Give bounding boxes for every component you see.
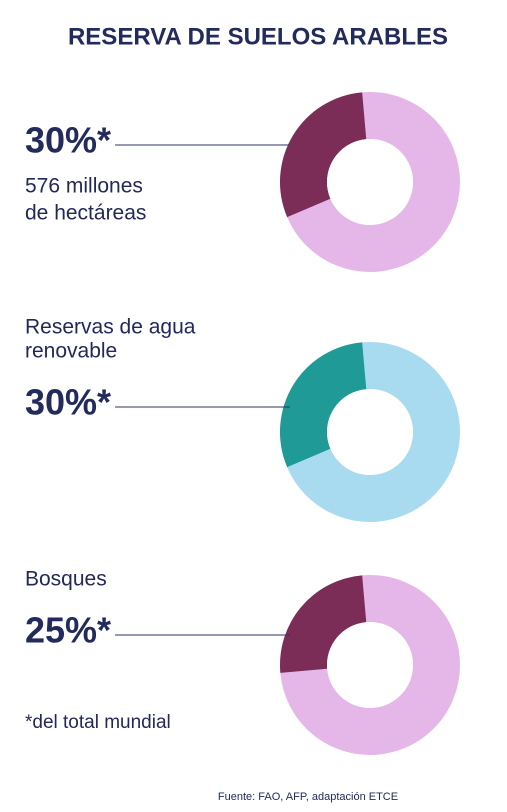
value-label: 30%* [25,382,111,423]
donut-segment [280,342,367,468]
source: Fuente: FAO, AFP, adaptación ETCE [218,791,398,803]
donut-hole [327,139,413,225]
title: RESERVA DE SUELOS ARABLES [68,23,448,50]
donut-hole [327,389,413,475]
annotation: de hectáreas [25,202,146,225]
donut-hole [327,622,413,708]
chart-title: renovable [25,340,117,363]
value-label: 25%* [25,610,111,651]
footnote: *del total mundial [25,712,171,733]
chart-title: Bosques [25,568,107,591]
chart-title: Reservas de agua [25,316,196,339]
donut-segment [280,92,367,218]
value-label: 30%* [25,120,111,161]
donut-segment [279,575,367,673]
annotation: 576 millones [25,175,143,198]
